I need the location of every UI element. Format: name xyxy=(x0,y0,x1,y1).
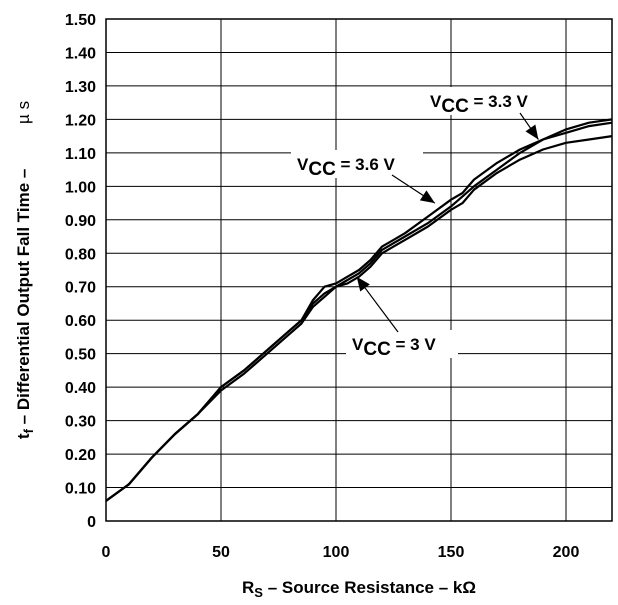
y-tick-label: 0.90 xyxy=(65,213,96,230)
y-tick-label: 1.30 xyxy=(65,79,96,96)
y-tick-label: 0.10 xyxy=(65,481,96,498)
annotation-arrowhead xyxy=(356,276,370,292)
y-tick-label: 1.10 xyxy=(65,146,96,163)
annotation-1: VCC = 3.6 V xyxy=(291,150,436,204)
annotation-0: VCC = 3.3 V xyxy=(424,87,556,140)
x-tick-labels: 0 50 100 150 200 xyxy=(102,544,580,561)
y-tick-label: 0.80 xyxy=(65,246,96,263)
y-tick-label: 0.20 xyxy=(65,447,96,464)
x-axis-label: RS – Source Resistance – kΩ xyxy=(242,578,476,600)
annotation-arrowhead xyxy=(419,190,435,204)
y-tick-label: 1.00 xyxy=(65,179,96,196)
y-tick-label: 0 xyxy=(87,514,96,531)
y-tick-labels: 0 0.10 0.20 0.30 0.40 0.50 0.60 0.70 0.80 0.90 1.0… xyxy=(65,12,96,531)
y-tick-label: 0.40 xyxy=(65,380,96,397)
annotation-label: VCC = 3.6 V xyxy=(297,155,396,180)
annotation-label: VCC = 3 V xyxy=(352,335,436,360)
x-tick-label: 50 xyxy=(212,544,230,561)
x-tick-label: 0 xyxy=(102,544,111,561)
y-tick-label: 0.50 xyxy=(65,347,96,364)
x-tick-label: 200 xyxy=(553,544,580,561)
annotation-bg xyxy=(346,330,458,358)
y-tick-label: 0.30 xyxy=(65,414,96,431)
annotation-2: VCC = 3 V xyxy=(346,276,458,360)
grid-lines xyxy=(106,19,612,521)
series-annotations: VCC = 3.3 V VCC = 3.6 V VCC = 3 V xyxy=(291,87,556,360)
annotation-arrowhead xyxy=(525,124,539,140)
x-tick-label: 150 xyxy=(438,544,465,561)
series-line-1 xyxy=(105,121,613,502)
y-tick-label: 1.20 xyxy=(65,112,96,129)
annotation-label: VCC = 3.3 V xyxy=(430,92,529,117)
y-tick-label: 1.50 xyxy=(65,12,96,29)
series-line-2 xyxy=(105,135,613,502)
annotation-bg xyxy=(424,87,556,115)
y-axis-label: tf – Differential Output Fall Time – µ s xyxy=(14,101,36,439)
y-tick-label: 1.40 xyxy=(65,45,96,62)
y-tick-label: 0.60 xyxy=(65,313,96,330)
plot-frame xyxy=(105,18,613,522)
y-tick-label: 0.70 xyxy=(65,280,96,297)
annotation-bg xyxy=(291,150,423,178)
x-tick-label: 100 xyxy=(323,544,350,561)
series-curves xyxy=(105,118,613,502)
